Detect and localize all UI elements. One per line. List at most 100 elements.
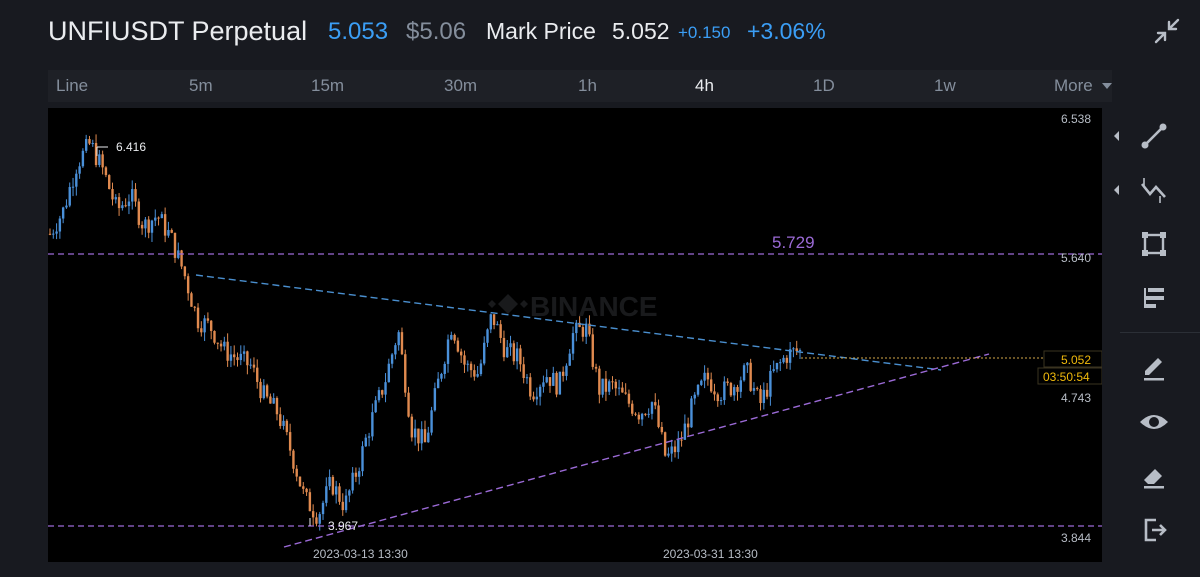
candle-body (295, 468, 298, 477)
candle-body (568, 353, 571, 366)
collapse-button[interactable] (1152, 16, 1182, 46)
candle-body (765, 389, 769, 397)
candle-body (288, 432, 292, 451)
candle-body (506, 347, 509, 358)
candle-body (321, 502, 325, 515)
candle-body (140, 224, 144, 229)
level-label: 5.729 (772, 233, 815, 252)
candle-body (81, 150, 85, 167)
candle-body (338, 486, 341, 502)
candle-body (489, 314, 492, 330)
candle-body (450, 334, 453, 340)
candle-body (52, 233, 55, 235)
candle-body (729, 382, 733, 396)
candle-body (499, 324, 502, 338)
candle-body (262, 385, 266, 399)
candle-body (160, 214, 164, 219)
expand-arrow-icon[interactable] (1112, 170, 1122, 210)
candle-body (575, 322, 578, 334)
tab-15m[interactable]: 15m (311, 76, 345, 95)
candle-body (400, 332, 404, 355)
candle-body (512, 343, 516, 362)
candle-body (377, 390, 381, 401)
candle-body (545, 377, 548, 383)
text-tool[interactable] (1134, 278, 1174, 318)
candle-body (683, 423, 687, 440)
price-chart[interactable]: BINANCE 6.416 3.967 5.729 6.538 5.640 4.… (48, 108, 1102, 562)
candle-body (584, 323, 588, 337)
triangle-bottom-line[interactable] (283, 353, 990, 548)
candle-body (78, 166, 81, 174)
candle-body (709, 379, 713, 392)
tab-30m[interactable]: 30m (444, 76, 478, 95)
candle-body (657, 405, 660, 427)
candle-body (315, 517, 318, 524)
visibility-tool[interactable] (1134, 402, 1174, 442)
candle-body (624, 392, 627, 394)
candle-body (75, 173, 78, 187)
candle-body (423, 429, 427, 443)
candle-body (466, 363, 469, 365)
candle-body (328, 476, 331, 487)
usd-price: $5.06 (406, 18, 467, 45)
candle-body (459, 351, 463, 356)
candle-body (746, 362, 749, 366)
tab-1h[interactable]: 1h (578, 76, 597, 95)
candle-body (483, 342, 486, 364)
candle-body (108, 175, 111, 190)
candle-body (420, 429, 423, 444)
fib-tool-icon (1140, 178, 1166, 203)
symbol-title[interactable]: UNFIUSDT Perpetual (48, 16, 308, 46)
candle-body (486, 329, 489, 343)
high-label: 6.416 (116, 140, 146, 154)
eraser-tool[interactable] (1134, 456, 1174, 496)
tab-1d[interactable]: 1D (813, 76, 835, 95)
candle-body (529, 377, 532, 397)
fib-tool[interactable] (1134, 170, 1174, 210)
tab-5m[interactable]: 5m (189, 76, 213, 95)
candle-body (58, 218, 62, 232)
trend-line-tool[interactable] (1134, 116, 1174, 156)
tab-1w[interactable]: 1w (934, 76, 956, 95)
candle-body (265, 385, 269, 397)
candle-body (269, 396, 272, 404)
candle-body (216, 342, 219, 344)
candle-body (614, 381, 617, 389)
candle-body (762, 389, 766, 404)
candle-body (667, 453, 670, 456)
candle-body (131, 189, 134, 202)
candle-body (713, 391, 716, 395)
candle-body (588, 323, 591, 335)
candle-body (351, 472, 354, 491)
candle-body (700, 380, 703, 385)
candle-body (190, 293, 193, 307)
candle-body (660, 426, 664, 433)
candle-body (394, 345, 397, 355)
candle-body (404, 354, 407, 393)
triangle-top-line[interactable] (195, 274, 942, 371)
candle-body (631, 403, 634, 414)
candle-body (371, 412, 374, 437)
candle-body (272, 397, 275, 404)
candle-body (203, 318, 206, 333)
candle-body (519, 348, 522, 365)
candle-body (785, 357, 789, 363)
expand-arrow-icon[interactable] (1112, 116, 1122, 156)
rectangle-tool[interactable] (1134, 224, 1174, 264)
candle-body (417, 428, 420, 444)
exit-tool[interactable] (1134, 510, 1174, 550)
candle-body (696, 384, 700, 395)
tab-line[interactable]: Line (56, 76, 89, 95)
candle-body (772, 369, 775, 371)
tab-4h[interactable]: 4h (695, 76, 714, 95)
candle-body (782, 357, 785, 363)
candle-body (94, 143, 98, 166)
tab-more[interactable]: More (1054, 76, 1113, 96)
candle-body (779, 362, 782, 364)
candle-body (788, 349, 792, 363)
pencil-tool[interactable] (1134, 348, 1174, 388)
candle-body (209, 320, 213, 331)
candle-body (479, 363, 483, 375)
candle-body (650, 402, 654, 414)
candle-body (183, 266, 187, 277)
